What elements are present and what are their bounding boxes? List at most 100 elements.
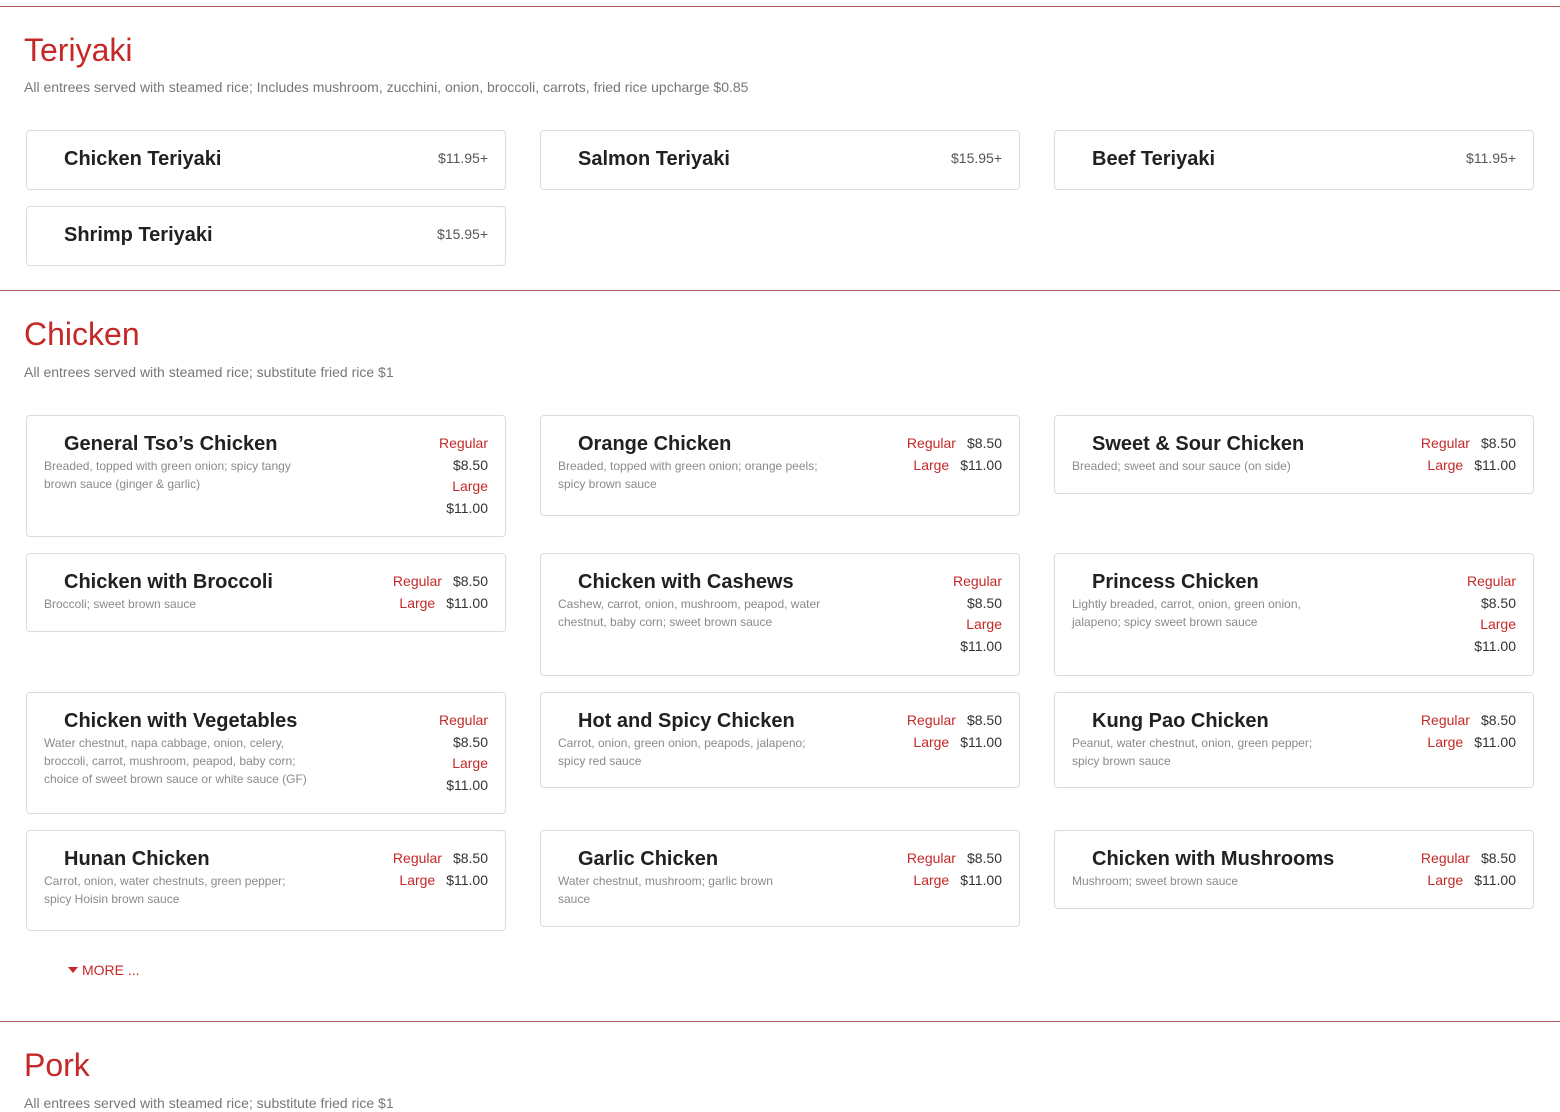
option-price: $11.00 bbox=[960, 871, 1002, 888]
option-regular[interactable]: Regular $8.50 bbox=[907, 710, 1002, 732]
option-label: Regular bbox=[1420, 850, 1470, 866]
option-label: Large bbox=[1480, 616, 1516, 632]
option-label: Large bbox=[452, 478, 488, 494]
item-price: $11.95+ bbox=[438, 150, 488, 166]
option-price: $11.00 bbox=[446, 871, 488, 888]
item-description: Carrot, onion, green onion, peapods, jal… bbox=[558, 736, 806, 768]
option-label: Regular bbox=[952, 573, 1002, 589]
option-price: $8.50 bbox=[452, 456, 488, 473]
menu-item-chicken-with-cashews[interactable]: Chicken with Cashews Cashew, carrot, oni… bbox=[540, 553, 1020, 676]
caret-down-icon bbox=[68, 967, 78, 973]
item-price: $15.95+ bbox=[951, 150, 1002, 166]
section-desc-teriyaki: All entrees served with steamed rice; In… bbox=[24, 79, 749, 95]
price-options: Regular $8.50 Large $11.00 bbox=[1456, 571, 1516, 657]
option-label: Regular bbox=[906, 435, 956, 451]
option-regular[interactable]: Regular $8.50 bbox=[1421, 433, 1516, 455]
option-regular[interactable]: Regular $8.50 bbox=[393, 571, 488, 593]
option-price: $11.00 bbox=[960, 637, 1002, 654]
menu-item-chicken-with-broccoli[interactable]: Chicken with Broccoli Broccoli; sweet br… bbox=[26, 553, 506, 632]
item-description: Breaded, topped with green onion; spicy … bbox=[44, 459, 291, 491]
menu-item-orange-chicken[interactable]: Orange Chicken Breaded, topped with gree… bbox=[540, 415, 1020, 516]
option-large[interactable]: Large $11.00 bbox=[1456, 614, 1516, 657]
section-divider-chicken bbox=[0, 290, 1560, 291]
section-divider-top bbox=[0, 6, 1560, 7]
option-large[interactable]: Large $11.00 bbox=[1427, 455, 1516, 477]
more-label: MORE ... bbox=[82, 962, 140, 978]
option-regular[interactable]: Regular $8.50 bbox=[907, 848, 1002, 870]
option-label: Regular bbox=[906, 850, 956, 866]
menu-item-garlic-chicken[interactable]: Garlic Chicken Water chestnut, mushroom;… bbox=[540, 830, 1020, 927]
option-label: Large bbox=[1427, 456, 1464, 473]
option-price: $11.00 bbox=[1474, 637, 1516, 654]
menu-item-hunan-chicken[interactable]: Hunan Chicken Carrot, onion, water chest… bbox=[26, 830, 506, 931]
more-button[interactable]: MORE ... bbox=[68, 962, 140, 978]
item-name: Princess Chicken bbox=[1092, 571, 1259, 593]
option-price: $8.50 bbox=[966, 850, 1002, 866]
option-price: $8.50 bbox=[966, 712, 1002, 728]
option-price: $11.00 bbox=[1474, 456, 1516, 473]
menu-item-chicken-with-mushrooms[interactable]: Chicken with Mushrooms Mushroom; sweet b… bbox=[1054, 830, 1534, 909]
option-price: $8.50 bbox=[1480, 850, 1516, 866]
price-options: Regular $8.50 Large $11.00 bbox=[428, 433, 488, 519]
menu-item-chicken-teriyaki[interactable]: Chicken Teriyaki $11.95+ bbox=[26, 130, 506, 190]
option-large[interactable]: Large $11.00 bbox=[913, 870, 1002, 892]
option-label: Regular bbox=[438, 712, 488, 728]
option-price: $11.00 bbox=[446, 776, 488, 793]
item-description: Water chestnut, mushroom; garlic brown s… bbox=[558, 874, 773, 906]
option-large[interactable]: Large $11.00 bbox=[913, 732, 1002, 754]
menu-item-princess-chicken[interactable]: Princess Chicken Lightly breaded, carrot… bbox=[1054, 553, 1534, 676]
option-price: $8.50 bbox=[452, 573, 488, 589]
option-price: $8.50 bbox=[966, 594, 1002, 611]
option-price: $8.50 bbox=[1480, 712, 1516, 728]
price-options: Regular $8.50 Large $11.00 bbox=[942, 571, 1002, 657]
option-price: $11.00 bbox=[446, 594, 488, 611]
price-options: Regular $8.50 Large $11.00 bbox=[428, 710, 488, 796]
option-regular[interactable]: Regular $8.50 bbox=[907, 433, 1002, 455]
option-label: Large bbox=[399, 871, 436, 888]
option-regular[interactable]: Regular $8.50 bbox=[428, 433, 488, 476]
section-title-chicken: Chicken bbox=[24, 316, 140, 352]
option-price: $8.50 bbox=[966, 435, 1002, 451]
option-label: Large bbox=[966, 616, 1002, 632]
option-regular[interactable]: Regular $8.50 bbox=[1421, 848, 1516, 870]
menu-item-shrimp-teriyaki[interactable]: Shrimp Teriyaki $15.95+ bbox=[26, 206, 506, 266]
option-large[interactable]: Large $11.00 bbox=[428, 753, 488, 796]
option-regular[interactable]: Regular $8.50 bbox=[428, 710, 488, 753]
option-regular[interactable]: Regular $8.50 bbox=[1421, 710, 1516, 732]
option-large[interactable]: Large $11.00 bbox=[428, 476, 488, 519]
item-name: Hunan Chicken bbox=[64, 848, 210, 870]
menu-item-general-tsos-chicken[interactable]: General Tso’s Chicken Breaded, topped wi… bbox=[26, 415, 506, 537]
section-divider-pork bbox=[0, 1021, 1560, 1022]
menu-item-sweet-sour-chicken[interactable]: Sweet & Sour Chicken Breaded; sweet and … bbox=[1054, 415, 1534, 494]
price-options: Regular $8.50 Large $11.00 bbox=[388, 848, 488, 891]
option-price: $11.00 bbox=[1474, 733, 1516, 750]
option-price: $11.00 bbox=[960, 733, 1002, 750]
item-description: Lightly breaded, carrot, onion, green on… bbox=[1072, 597, 1301, 629]
option-large[interactable]: Large $11.00 bbox=[399, 593, 488, 615]
option-price: $8.50 bbox=[452, 733, 488, 750]
item-name: Shrimp Teriyaki bbox=[64, 224, 213, 246]
option-regular[interactable]: Regular $8.50 bbox=[942, 571, 1002, 614]
item-name: Orange Chicken bbox=[578, 433, 732, 455]
option-large[interactable]: Large $11.00 bbox=[913, 455, 1002, 477]
option-price: $11.00 bbox=[446, 499, 488, 516]
price-options: Regular $8.50 Large $11.00 bbox=[1406, 710, 1516, 753]
option-label: Large bbox=[913, 456, 950, 473]
option-large[interactable]: Large $11.00 bbox=[399, 870, 488, 892]
option-large[interactable]: Large $11.00 bbox=[942, 614, 1002, 657]
option-large[interactable]: Large $11.00 bbox=[1427, 732, 1516, 754]
menu-item-kung-pao-chicken[interactable]: Kung Pao Chicken Peanut, water chestnut,… bbox=[1054, 692, 1534, 788]
item-name: General Tso’s Chicken bbox=[64, 433, 278, 455]
option-regular[interactable]: Regular $8.50 bbox=[1456, 571, 1516, 614]
menu-item-beef-teriyaki[interactable]: Beef Teriyaki $11.95+ bbox=[1054, 130, 1534, 190]
option-large[interactable]: Large $11.00 bbox=[1427, 870, 1516, 892]
item-description: Cashew, carrot, onion, mushroom, peapod,… bbox=[558, 597, 821, 629]
item-description: Mushroom; sweet brown sauce bbox=[1072, 874, 1239, 888]
menu-item-chicken-with-vegetables[interactable]: Chicken with Vegetables Water chestnut, … bbox=[26, 692, 506, 814]
price-options: Regular $8.50 Large $11.00 bbox=[378, 571, 488, 614]
option-label: Regular bbox=[392, 850, 442, 866]
menu-item-salmon-teriyaki[interactable]: Salmon Teriyaki $15.95+ bbox=[540, 130, 1020, 190]
option-regular[interactable]: Regular $8.50 bbox=[393, 848, 488, 870]
menu-item-hot-and-spicy-chicken[interactable]: Hot and Spicy Chicken Carrot, onion, gre… bbox=[540, 692, 1020, 788]
option-label: Regular bbox=[1466, 573, 1516, 589]
